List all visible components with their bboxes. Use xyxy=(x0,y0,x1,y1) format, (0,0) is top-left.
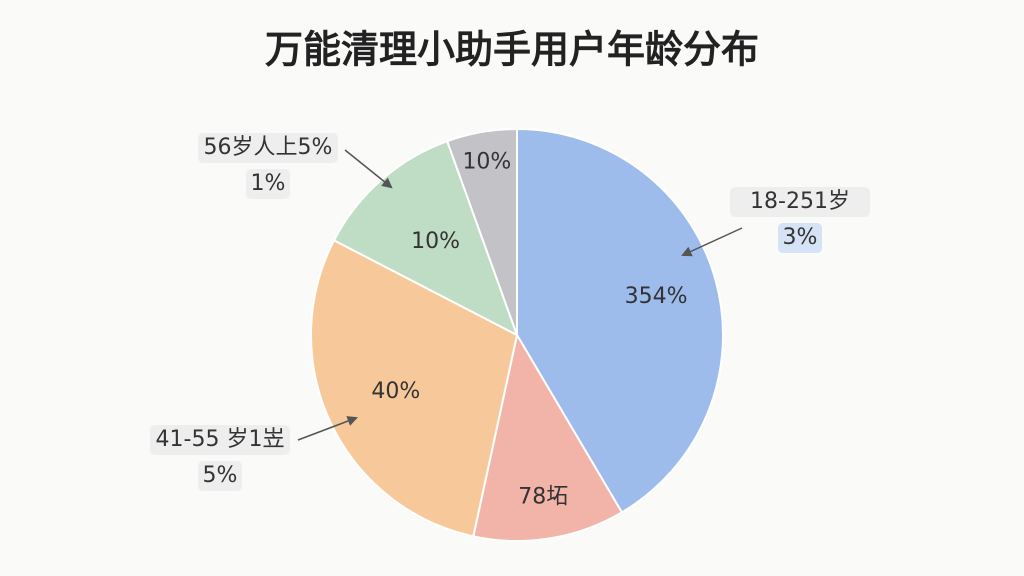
slice-label: 354% xyxy=(625,284,688,309)
pie-slice xyxy=(310,238,519,538)
pie-slice xyxy=(472,332,624,542)
chart-title: 万能清理小助手用户年龄分布 xyxy=(265,28,759,72)
callout-box xyxy=(150,425,290,455)
pie-slice xyxy=(516,127,724,514)
callout-box xyxy=(778,223,822,253)
callout-arrow xyxy=(344,149,393,189)
callout-label: 1% xyxy=(251,171,286,196)
callout-label: 18-251岁 xyxy=(750,189,850,214)
callout-label: 56岁人上5% xyxy=(204,135,333,160)
callout-arrow xyxy=(681,227,743,257)
pie-slice xyxy=(445,127,518,336)
callout-arrow xyxy=(297,416,358,441)
slice-label: 10% xyxy=(462,150,511,175)
callout-box xyxy=(730,187,870,217)
callout-label: 3% xyxy=(783,225,818,250)
callout-label: 5% xyxy=(203,463,238,488)
callout-label: 41-55 岁1岦 xyxy=(156,427,285,452)
callout-box xyxy=(198,461,242,491)
slice-label: 78坧 xyxy=(518,485,568,510)
slice-label: 10% xyxy=(411,229,460,254)
callout-box xyxy=(198,133,338,163)
callout-box xyxy=(246,169,290,199)
slice-label: 40% xyxy=(371,379,420,404)
